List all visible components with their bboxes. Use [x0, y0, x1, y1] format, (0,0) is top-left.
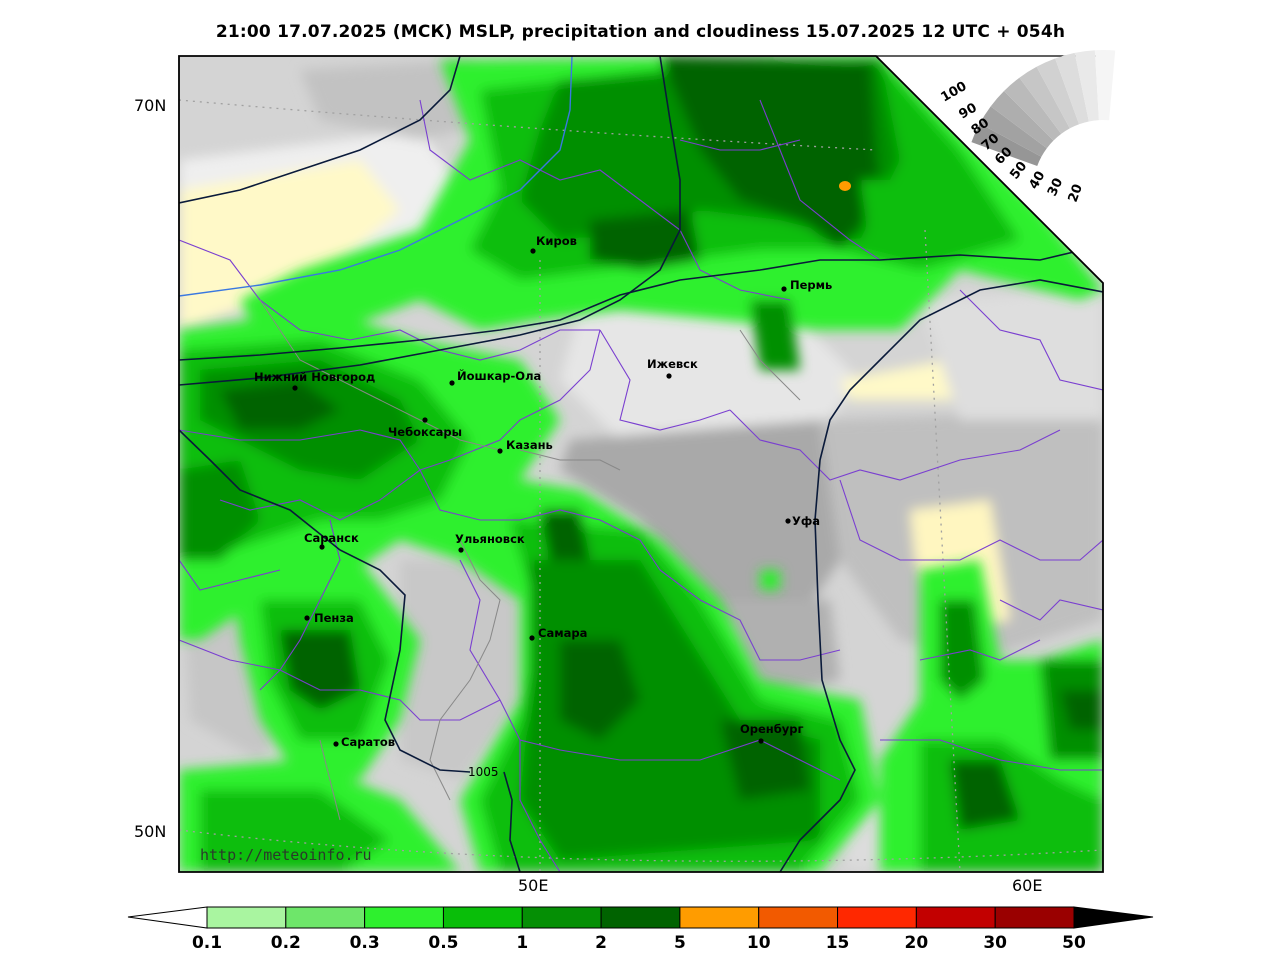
colorbar-cell: [442, 906, 523, 929]
city-label: Чебоксары: [388, 425, 462, 439]
colorbar-tick-label: 5: [673, 933, 686, 953]
city-markers: Киров Пермь Ижевск Нижний Новгород Йошкар-Ол…: [254, 234, 832, 749]
city-dot: [449, 380, 455, 386]
colorbar-cell: [364, 906, 444, 929]
graticule: [179, 99, 1103, 872]
city-dot: [304, 615, 310, 621]
city-dot: [422, 417, 428, 423]
city-dot: [333, 741, 339, 747]
city-label: Саранск: [304, 531, 359, 545]
city-dot: [758, 738, 764, 744]
colorbar-tick-label: 0.5: [428, 933, 459, 953]
cloud-legend-label: 90: [957, 100, 980, 122]
cloud-legend-segment: [990, 91, 1054, 149]
colorbar-tick-label: 15: [825, 933, 850, 953]
city-label: Самара: [538, 626, 587, 640]
city-label: Пенза: [314, 611, 354, 625]
colorbar-tick-label: 1: [516, 933, 529, 953]
colorbar-tick-label: 0.1: [191, 933, 223, 953]
colorbar-tick-label: 50: [1062, 933, 1086, 953]
rivers: [259, 299, 801, 821]
precipitation-field: [179, 56, 1103, 872]
city-label: Ижевск: [647, 357, 698, 371]
city-dot: [529, 635, 535, 641]
cloud-legend-segment: [979, 106, 1047, 157]
colorbar-cell: [994, 906, 1075, 929]
colorbar-tick-label: 2: [595, 933, 607, 953]
city-label: Саратов: [341, 735, 395, 749]
colorbar-cell: [600, 906, 681, 929]
lat-label-50n: 50N: [134, 822, 167, 841]
isotherm-line: [179, 56, 573, 297]
colorbar-cell: [206, 906, 287, 929]
colorbar-cell: [758, 906, 839, 929]
lat-label-70n: 70N: [134, 96, 167, 115]
cloud-legend-segment: [1055, 52, 1089, 125]
cloud-legend-segment: [1019, 66, 1070, 134]
city-label: Йошкар-Ола: [457, 368, 541, 383]
heavy-precip-spot: [839, 181, 851, 191]
colorbar-cell: [521, 906, 602, 929]
map-field: 1005 http://meteoinfo.ru: [179, 56, 1103, 872]
cloud-legend-label: 20: [1066, 182, 1086, 204]
city-label: Оренбург: [740, 722, 804, 736]
city-label: Киров: [536, 234, 577, 248]
colorbar-cell: [679, 906, 760, 929]
city-dot: [785, 518, 791, 524]
map-frame: [178, 55, 1104, 873]
precipitation-colorbar: [127, 906, 1154, 929]
city-dot: [458, 547, 464, 553]
colorbar-tick-label: 0.2: [270, 933, 301, 953]
admin-borders: [179, 99, 1103, 872]
colorbar-high-arrow: [1073, 906, 1154, 929]
colorbar-tick-label: 0.3: [349, 933, 380, 953]
city-label: Казань: [506, 438, 553, 452]
colorbar-low-arrow: [127, 906, 208, 929]
city-label: Пермь: [790, 278, 832, 292]
colorbar-cell: [915, 906, 996, 929]
cloud-legend-segment: [1094, 50, 1116, 121]
colorbar-cell: [285, 906, 366, 929]
cloud-legend-segment: [971, 123, 1042, 167]
city-dot: [497, 448, 503, 454]
city-dot: [319, 544, 325, 550]
cloud-legend-label: 100: [939, 79, 970, 106]
cloud-legend-segment: [1036, 58, 1080, 129]
city-label: Нижний Новгород: [254, 370, 375, 384]
map-title: 21:00 17.07.2025 (МСК) MSLP, precipitati…: [215, 22, 1066, 42]
lon-label-50e: 50E: [518, 876, 549, 895]
cloud-legend-label: 50: [1007, 159, 1030, 182]
cloud-legend-label: 30: [1045, 176, 1066, 199]
colorbar-cell: [837, 906, 917, 929]
cloud-legend-segment: [1074, 50, 1099, 122]
cloud-legend-segment: [1004, 77, 1062, 141]
city-dot: [530, 248, 536, 254]
cloud-legend-label: 40: [1026, 169, 1048, 192]
city-dot: [292, 385, 298, 391]
city-dot: [666, 373, 672, 379]
city-label: Уфа: [792, 514, 820, 528]
colorbar-tick-label: 10: [746, 933, 771, 953]
city-dot: [781, 286, 787, 292]
colorbar-tick-label: 30: [983, 933, 1008, 953]
credit-text: http://meteoinfo.ru: [200, 846, 372, 864]
colorbar-tick-label: 20: [904, 933, 929, 953]
isobar-label: 1005: [468, 765, 499, 779]
isobars: [179, 56, 1103, 872]
lon-label-60e: 60E: [1012, 876, 1043, 895]
city-label: Ульяновск: [455, 532, 525, 546]
